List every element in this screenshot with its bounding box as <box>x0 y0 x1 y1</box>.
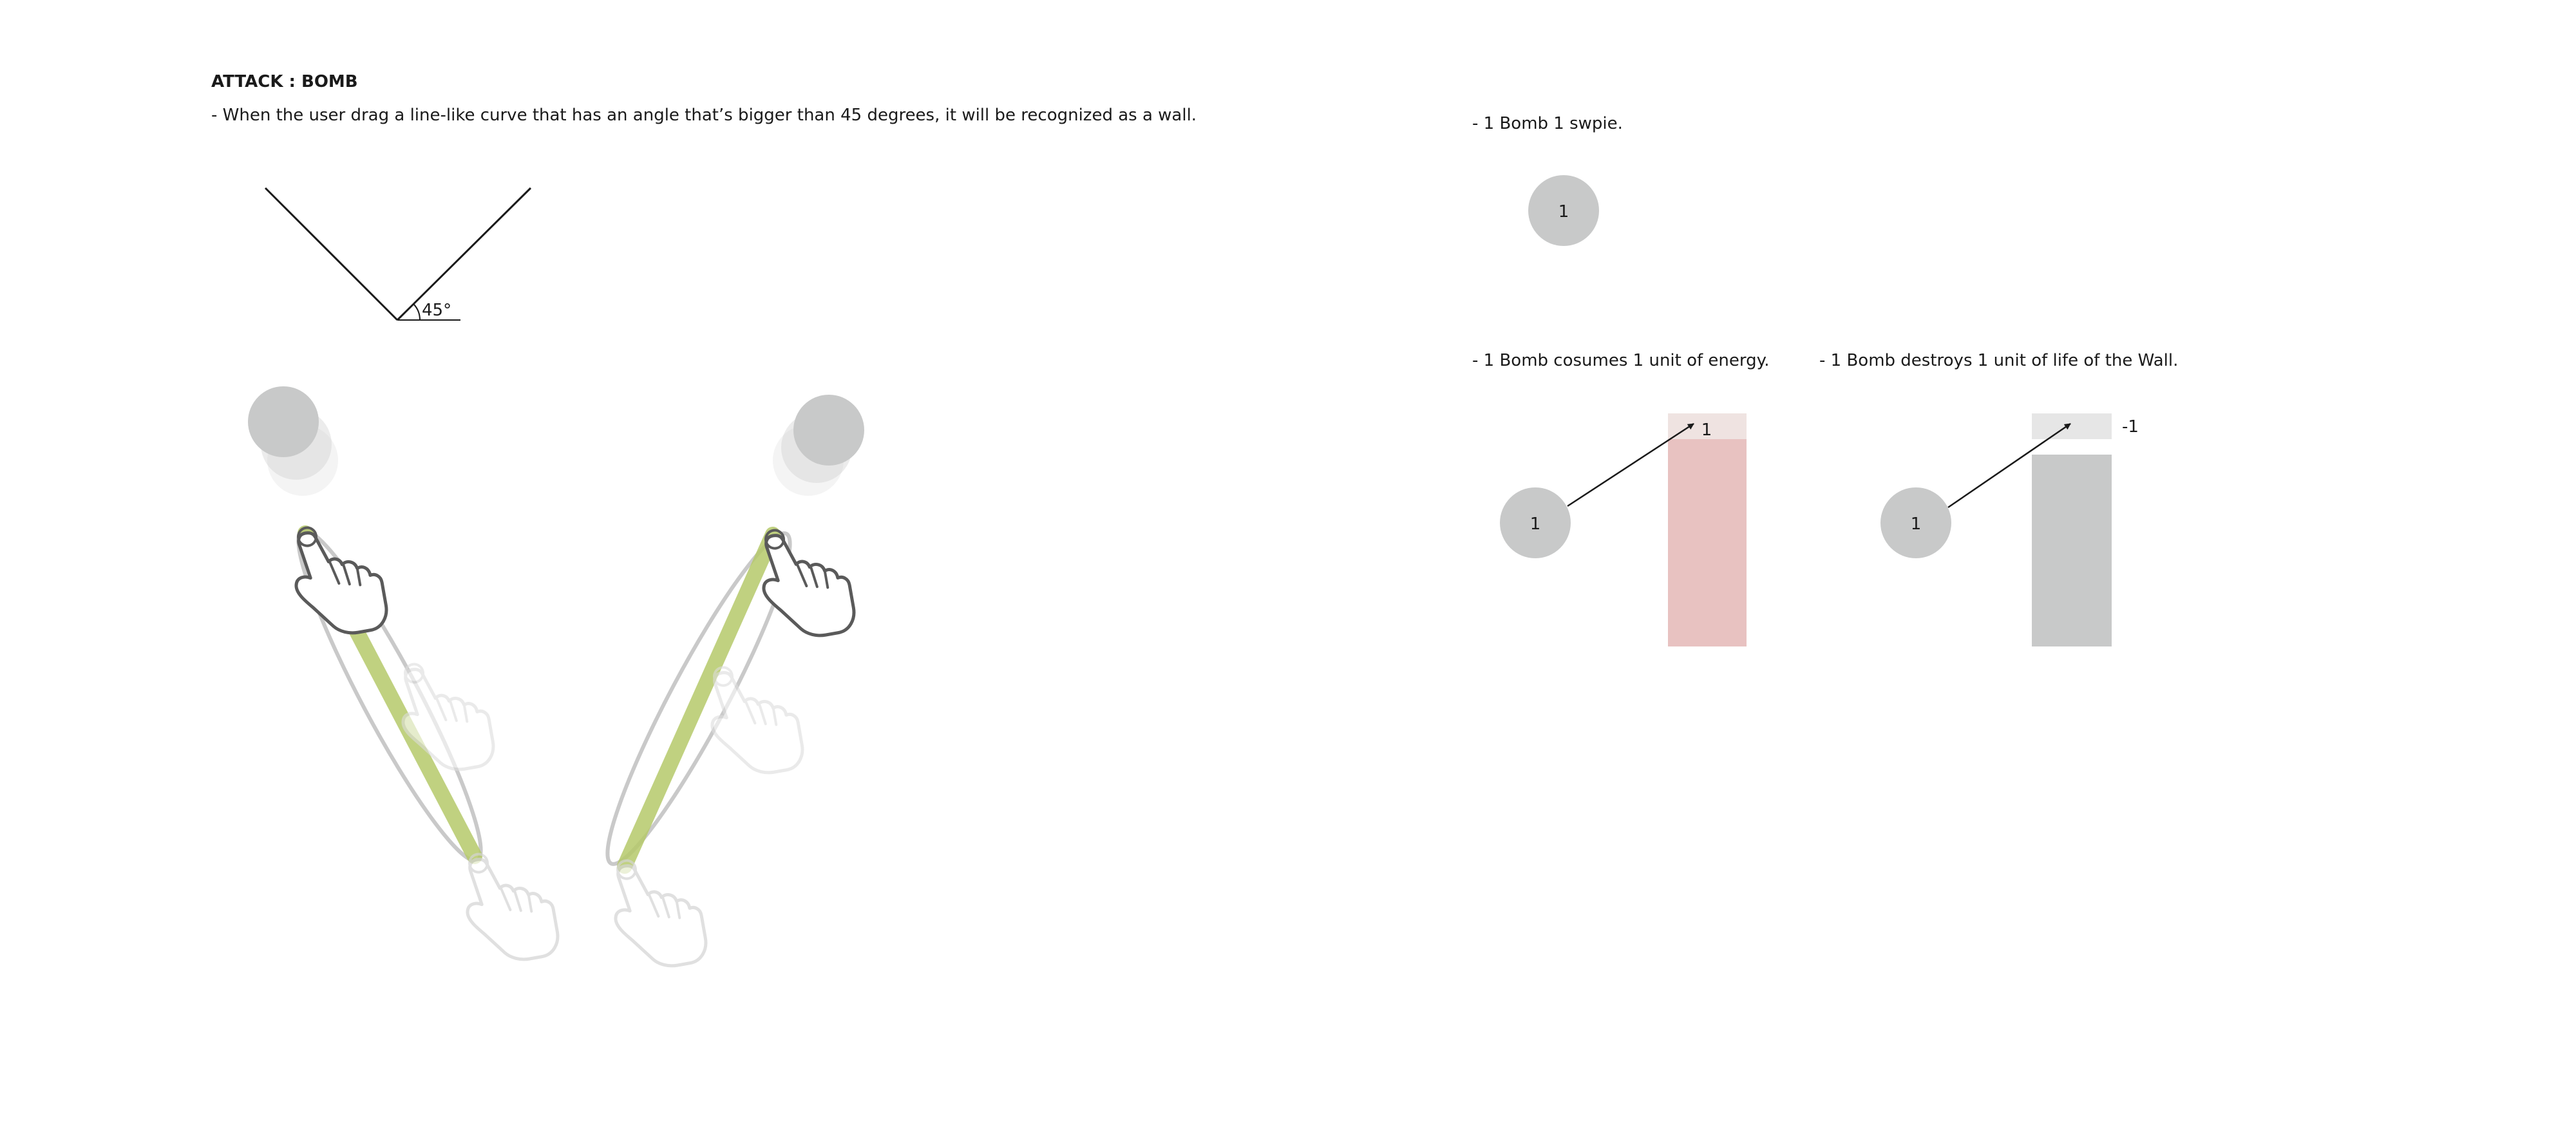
energy-bar-consumed <box>1668 413 1747 439</box>
bomb-label: 1 <box>1530 514 1541 534</box>
wall-life-lost <box>2032 413 2112 439</box>
wall-delta: -1 <box>2122 417 2139 437</box>
energy-bar <box>1668 439 1747 646</box>
arrow <box>1567 422 1694 507</box>
wall-life-bar <box>2032 455 2112 646</box>
arrow <box>1947 422 2071 509</box>
angle-arc <box>413 303 421 321</box>
energy-value: 1 <box>1701 420 1712 440</box>
note-energy-cost: - 1 Bomb cosumes 1 unit of energy. <box>1472 351 1770 370</box>
angle-right-line <box>396 187 532 321</box>
note-bomb-per-swipe: - 1 Bomb 1 swpie. <box>1472 114 1623 133</box>
swipe-stroke <box>617 527 781 874</box>
bomb-label: 1 <box>1911 514 1922 534</box>
hand-icon-faded <box>458 843 561 968</box>
bomb-circle <box>1528 175 1599 246</box>
wall-figure: -1 1 <box>1880 413 2139 646</box>
hand-icon-faded <box>703 656 806 781</box>
bomb-circle <box>793 395 864 466</box>
hand-icon-faded <box>393 653 497 778</box>
hand-icon <box>754 519 857 644</box>
hand-icon <box>287 516 390 641</box>
bomb-label: 1 <box>1558 202 1569 222</box>
left-swipe-example <box>248 386 561 968</box>
angle-label: 45° <box>422 301 451 320</box>
single-bomb: 1 <box>1528 175 1599 246</box>
bomb-circle <box>1880 487 1951 558</box>
note-wall-damage: - 1 Bomb destroys 1 unit of life of the … <box>1819 351 2179 370</box>
angle-figure: 45° <box>264 187 532 321</box>
wall-rule-description: - When the user drag a line-like curve t… <box>211 106 1197 125</box>
bomb-circle <box>248 386 319 457</box>
hand-icon-faded <box>606 849 709 974</box>
energy-figure: 1 1 <box>1500 413 1747 646</box>
bomb-circle <box>1500 487 1571 558</box>
right-swipe-example <box>586 395 864 974</box>
angle-left-line <box>264 187 399 321</box>
page-title: ATTACK : BOMB <box>211 72 358 91</box>
